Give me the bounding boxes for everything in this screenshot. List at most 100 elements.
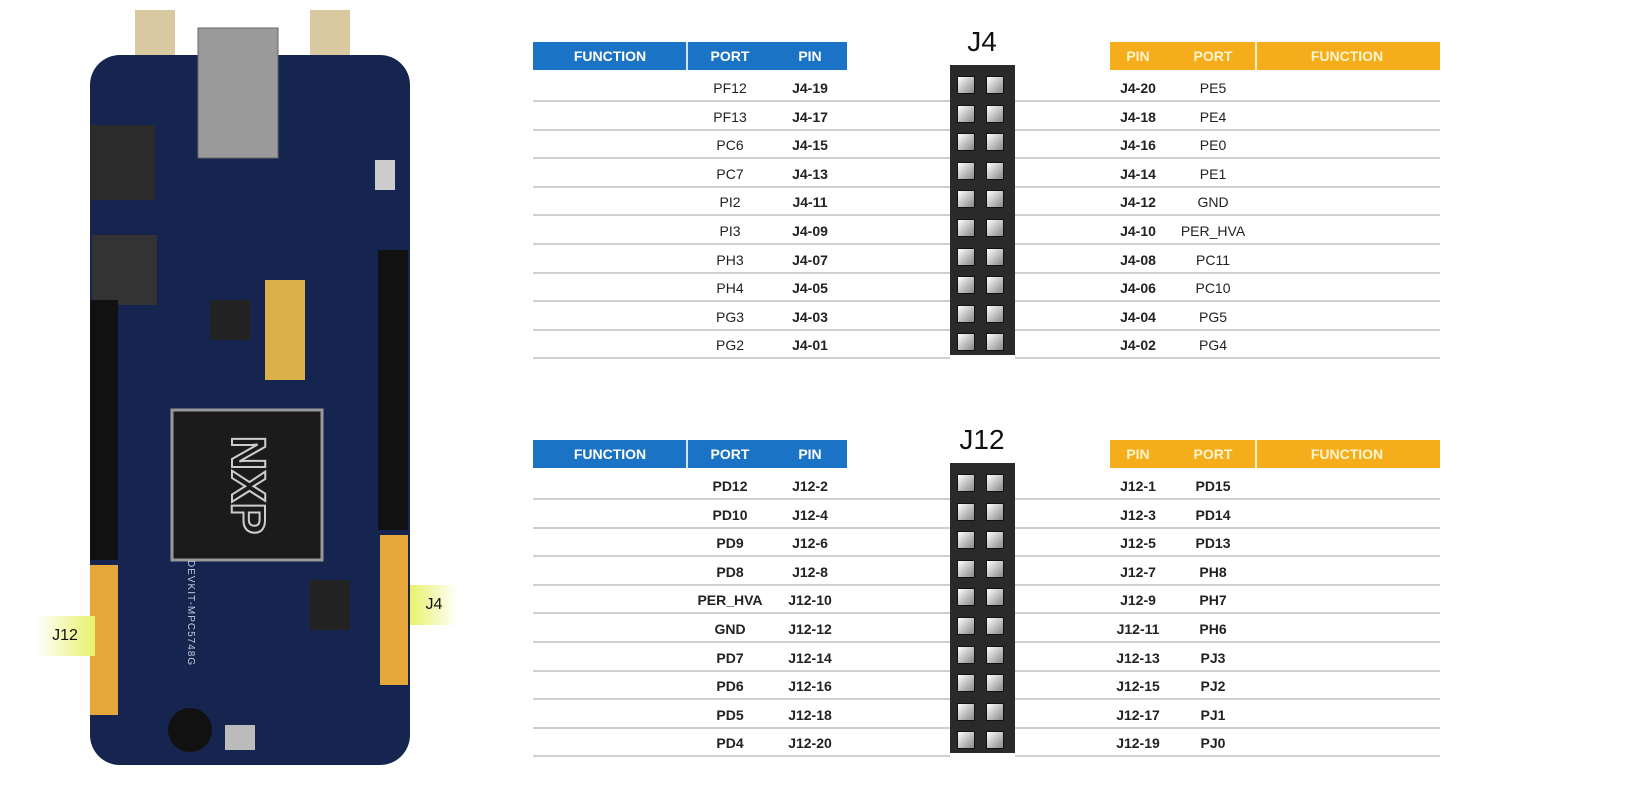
row-divider — [1015, 243, 1440, 245]
pin-cell: J4-05 — [792, 280, 828, 297]
header-port: PORT — [710, 446, 750, 462]
table-row: J4-10 PER_HVA — [1110, 217, 1440, 245]
port-cell: PH8 — [1199, 563, 1227, 580]
pin-cell: J4-03 — [792, 308, 828, 325]
row-divider — [533, 300, 950, 303]
table-row: PD12 J12-2 — [533, 472, 847, 500]
port-cell: PJ0 — [1200, 735, 1226, 752]
table-row: PF12 J4-19 — [533, 74, 847, 102]
row-divider — [1015, 583, 1440, 586]
row-divider — [1015, 612, 1440, 615]
table-row: J12-7 PH8 — [1110, 558, 1440, 586]
port-cell: PH7 — [1199, 592, 1227, 609]
pin-square — [957, 559, 975, 578]
port-cell: PD15 — [1195, 478, 1231, 494]
table-row: PC7 J4-13 — [533, 160, 847, 188]
row-divider — [1015, 271, 1440, 274]
pin-cell: J4-14 — [1120, 165, 1156, 182]
port-cell: PI3 — [719, 223, 741, 239]
row-divider — [533, 100, 950, 102]
port-cell: PG5 — [1198, 308, 1228, 325]
row-divider — [533, 641, 950, 643]
row-divider — [533, 328, 950, 331]
port-cell: PE5 — [1199, 80, 1227, 96]
table-row: J4-08 PC11 — [1110, 246, 1440, 274]
table-row: J4-12 GND — [1110, 188, 1440, 216]
header-function: FUNCTION — [1310, 446, 1384, 462]
port-cell: PE0 — [1199, 137, 1227, 154]
row-divider — [1015, 669, 1440, 672]
connector-title: J4 — [967, 26, 997, 57]
pin-square — [986, 304, 1004, 323]
j12-board-label: J12 — [35, 616, 95, 656]
pin-square — [986, 247, 1004, 266]
table-row: J4-16 PE0 — [1110, 131, 1440, 159]
pin-square — [957, 702, 975, 721]
pin-square — [986, 731, 1004, 750]
pin-cell: J4-13 — [792, 165, 828, 182]
table-row: J4-14 PE1 — [1110, 160, 1440, 188]
port-cell: PD12 — [712, 478, 748, 494]
pin-cell: J4-07 — [792, 251, 828, 268]
header-port: PORT — [1193, 446, 1233, 462]
pin-cell: J4-12 — [1120, 194, 1156, 211]
board-image: NXP — [80, 10, 420, 770]
row-divider — [1015, 214, 1440, 217]
port-cell: PG4 — [1198, 337, 1228, 354]
row-divider — [533, 526, 950, 529]
divider — [1255, 42, 1257, 70]
row-divider — [1015, 641, 1440, 643]
port-cell: PH4 — [716, 280, 744, 297]
port-cell: PG2 — [715, 337, 745, 354]
row-divider — [533, 157, 950, 160]
port-cell: PC10 — [1195, 280, 1231, 297]
pin-cell: J12-3 — [1120, 506, 1156, 523]
table-row: PD7 J12-14 — [533, 644, 847, 672]
pin-square — [986, 76, 1004, 94]
divider — [1255, 440, 1257, 468]
pin-square — [986, 559, 1004, 578]
header-pin: PIN — [1126, 446, 1150, 462]
port-cell: PD8 — [716, 563, 744, 580]
pin-square — [986, 588, 1004, 607]
pin-square — [986, 190, 1004, 209]
table-row: GND J12-12 — [533, 615, 847, 643]
port-cell: PER_HVA — [1180, 223, 1246, 239]
board-drawing: NXP — [90, 10, 410, 765]
pin-square — [957, 333, 975, 352]
port-cell: PD13 — [1195, 535, 1231, 552]
port-cell: PJ2 — [1200, 678, 1226, 695]
table-row: PH3 J4-07 — [533, 246, 847, 274]
table-row: J12-5 PD13 — [1110, 529, 1440, 557]
port-cell: PG3 — [715, 308, 745, 325]
pin-square — [957, 674, 975, 693]
table-row: J4-06 PC10 — [1110, 274, 1440, 302]
pin-square — [957, 133, 975, 152]
j4-board-label: J4 — [410, 585, 458, 625]
table-row: PD9 J12-6 — [533, 529, 847, 557]
row-divider — [1015, 128, 1440, 131]
pin-square — [957, 502, 975, 521]
port-cell: PH6 — [1199, 621, 1227, 637]
table-row: PD8 J12-8 — [533, 558, 847, 586]
pin-cell: J12-18 — [788, 706, 832, 723]
table-row: J12-9 PH7 — [1110, 586, 1440, 614]
table-row: J12-3 PD14 — [1110, 501, 1440, 529]
row-divider — [533, 755, 950, 758]
pin-cell: J4-06 — [1120, 280, 1156, 297]
port-cell: PD10 — [712, 506, 748, 523]
nxp-logo: NXP — [221, 436, 274, 535]
port-cell: PF13 — [713, 108, 747, 125]
pin-square — [986, 702, 1004, 721]
pin-cell: J4-09 — [792, 223, 828, 239]
table-row: PI2 J4-11 — [533, 188, 847, 216]
row-divider — [1015, 300, 1440, 303]
port-cell: PH3 — [716, 251, 744, 268]
divider — [686, 440, 688, 468]
table-row: J12-19 PJ0 — [1110, 729, 1440, 757]
pin-cell: J12-13 — [1116, 649, 1160, 666]
pin-square — [957, 190, 975, 209]
pin-cell: J12-1 — [1120, 478, 1156, 494]
row-divider — [533, 698, 950, 701]
pin-cell: J4-16 — [1120, 137, 1156, 154]
